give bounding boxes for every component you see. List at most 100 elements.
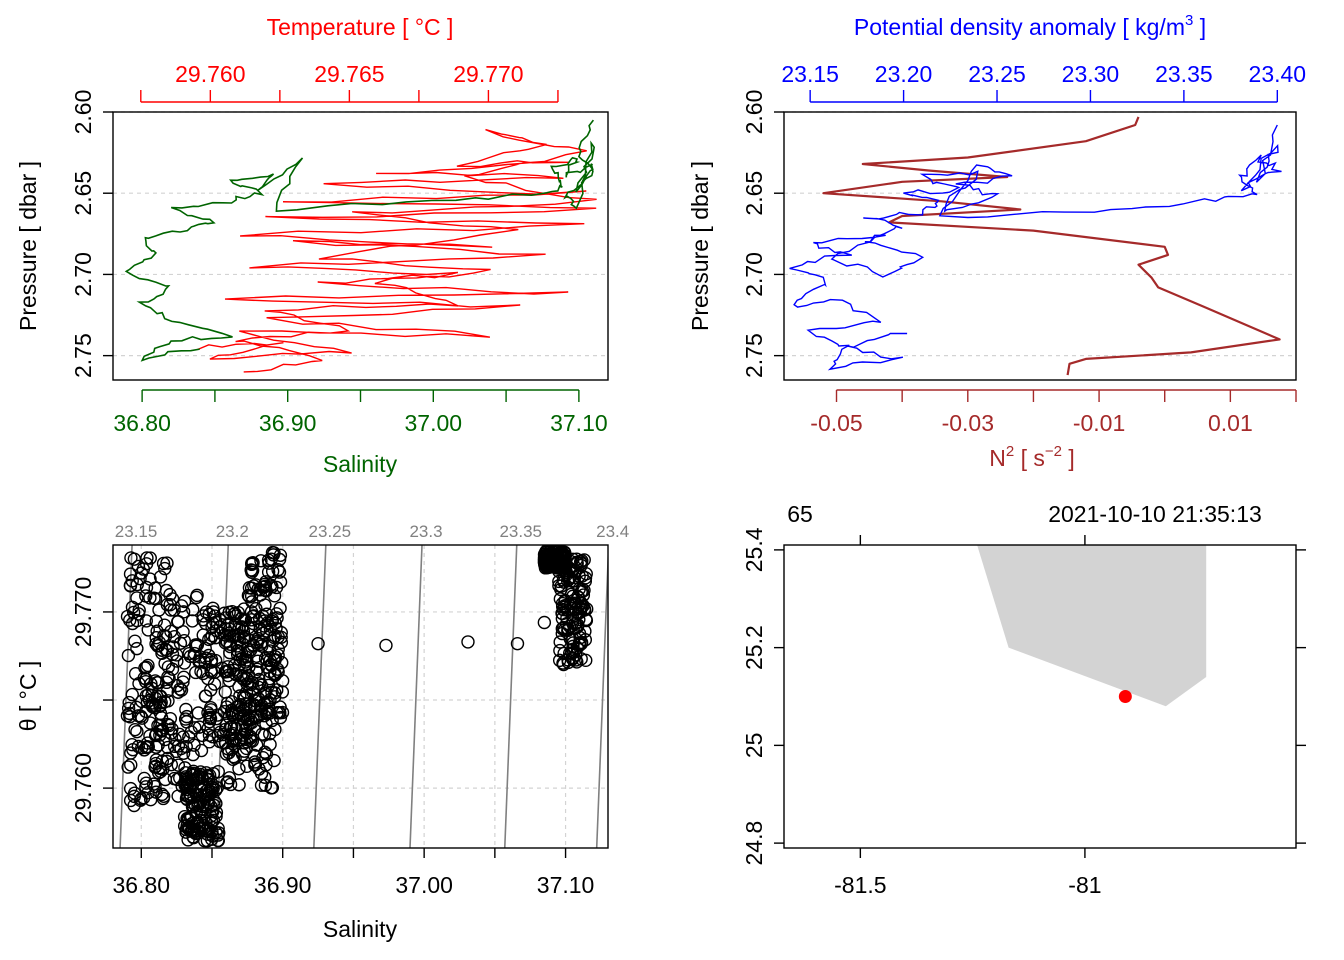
- p2-x2-tick-label: 23.40: [1249, 61, 1307, 87]
- ts-point: [130, 724, 144, 739]
- ts-point: [203, 711, 218, 726]
- ts-point: [149, 753, 164, 767]
- p1-x-tick-label: 37.00: [405, 410, 463, 436]
- ts-point: [149, 785, 163, 799]
- p4-y-tick-label: 25.4: [741, 527, 767, 572]
- p4-frame: [783, 544, 1297, 849]
- panel-map: -81.5 -81 25.4 25.2 25 24.8 65 2021-10-10 21:…: [741, 501, 1306, 898]
- p3-x-tick-label: 37.10: [537, 872, 595, 898]
- ts-point: [237, 689, 251, 703]
- ts-point: [311, 636, 325, 651]
- p2-x2-tick-label: 23.35: [1155, 61, 1213, 87]
- ts-point: [271, 648, 285, 662]
- ts-point: [227, 663, 241, 677]
- ts-point: [223, 720, 238, 734]
- ts-point: [135, 741, 149, 755]
- ts-point: [273, 575, 288, 589]
- ts-point: [571, 589, 585, 604]
- isopycnal-line: [503, 545, 518, 848]
- ts-point: [241, 711, 256, 725]
- ts-point: [143, 572, 157, 586]
- p1-frame: [112, 111, 609, 381]
- p3-y-tick-label: 29.760: [70, 753, 96, 823]
- p1-x-tick-label: 36.80: [113, 410, 171, 436]
- ts-point: [136, 791, 151, 805]
- ts-point: [559, 616, 574, 631]
- ts-point: [245, 557, 259, 572]
- ts-point: [186, 747, 200, 762]
- density-line: [789, 124, 1282, 371]
- ts-point: [164, 726, 178, 740]
- ts-point: [259, 758, 273, 772]
- ts-point: [124, 758, 138, 772]
- ts-point: [248, 758, 262, 772]
- ts-point: [141, 658, 155, 673]
- ts-point: [245, 675, 260, 690]
- ts-point: [124, 551, 138, 565]
- p1-x-tick-label: 36.90: [259, 410, 317, 436]
- ts-point: [209, 623, 224, 638]
- ts-point: [143, 551, 157, 565]
- ts-point: [379, 638, 393, 653]
- ts-point: [574, 637, 588, 651]
- ts-point: [562, 561, 577, 575]
- ts-point: [572, 612, 586, 627]
- ts-point: [176, 625, 190, 639]
- ts-point: [241, 645, 255, 659]
- isopycnal-line: [313, 545, 327, 848]
- p3-x-tick-label: 37.00: [395, 872, 453, 898]
- p2-y-tick-label: 2.75: [741, 333, 767, 378]
- p2-y-tick-label: 2.60: [741, 90, 767, 135]
- ts-point: [556, 620, 571, 635]
- ts-point: [209, 711, 224, 726]
- p2-y-tick-label: 2.65: [741, 171, 767, 216]
- ts-point: [128, 722, 142, 737]
- p2-x2-tick-label: 23.30: [1062, 61, 1120, 87]
- ts-point: [236, 712, 250, 726]
- ts-point: [258, 579, 273, 594]
- ts-point: [273, 601, 287, 615]
- ts-point: [206, 605, 221, 619]
- station-marker: [1118, 690, 1132, 703]
- ts-point: [128, 634, 142, 648]
- ts-point: [158, 561, 172, 576]
- ts-point: [246, 556, 260, 570]
- p1-y-tick-label: 2.65: [70, 171, 96, 216]
- ts-point: [225, 707, 239, 721]
- p2-x2-tick-label: 23.20: [875, 61, 933, 87]
- ts-point: [244, 622, 258, 636]
- ts-point: [222, 710, 237, 724]
- ts-point: [253, 622, 267, 637]
- p4-y-tick-label: 25: [741, 733, 767, 759]
- ts-point: [245, 595, 259, 609]
- ts-point: [249, 601, 263, 616]
- ts-point: [189, 590, 204, 605]
- ts-point: [193, 783, 208, 797]
- ts-point: [209, 825, 223, 840]
- ts-point: [125, 574, 139, 588]
- ts-point: [258, 583, 272, 597]
- ts-point: [573, 631, 587, 645]
- ts-point: [553, 635, 567, 649]
- ts-point: [153, 570, 168, 584]
- ts-point: [275, 674, 290, 688]
- ts-point: [177, 634, 191, 648]
- ts-point: [240, 759, 254, 774]
- isopycnal-label: 23.4: [596, 522, 629, 541]
- ts-point: [558, 595, 572, 609]
- ts-point: [559, 567, 574, 582]
- ts-point: [152, 603, 166, 617]
- ts-point: [258, 770, 272, 784]
- ts-point: [185, 823, 200, 838]
- ts-point: [121, 701, 136, 716]
- ts-point: [125, 616, 140, 631]
- ts-point: [137, 771, 151, 786]
- ts-point: [171, 758, 186, 772]
- p1-x-tick-label: 37.10: [550, 410, 608, 436]
- panel-density-n2: 2.60 2.65 2.70 2.75 -0.05 -0.03 -0.01 0.01 23.15…: [687, 12, 1306, 471]
- ts-point: [159, 675, 174, 690]
- temperature-line: [197, 128, 597, 373]
- ts-point: [160, 754, 174, 769]
- ts-point: [193, 788, 208, 802]
- ts-point: [570, 552, 584, 566]
